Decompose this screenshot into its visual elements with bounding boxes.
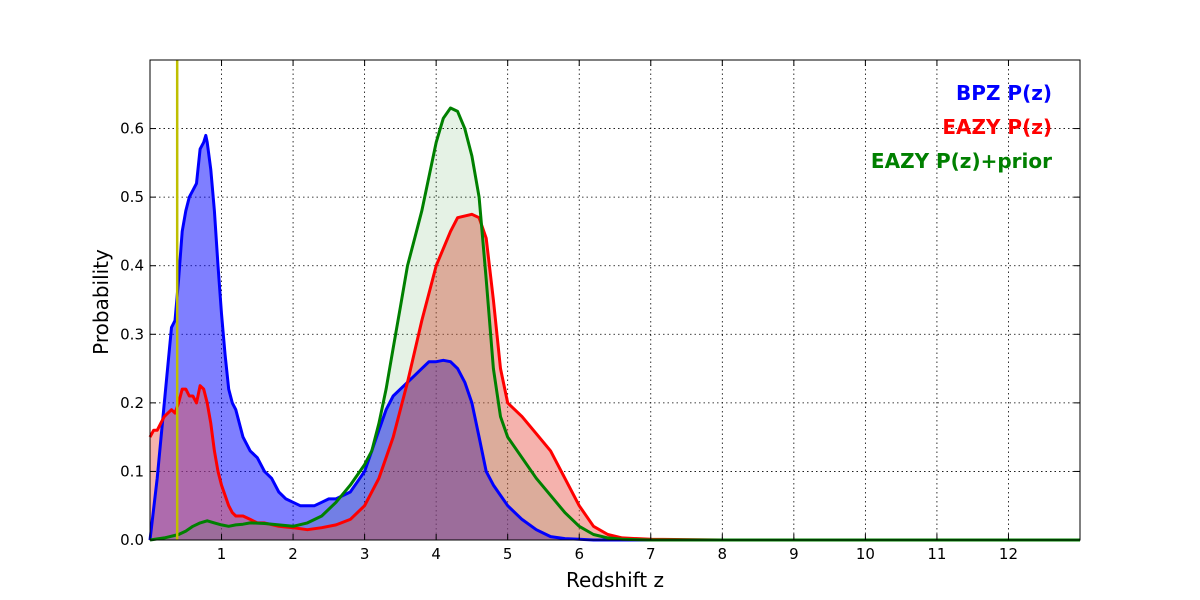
x-tick-label: 7 (646, 545, 656, 563)
y-tick-label: 0.2 (120, 394, 144, 412)
y-tick-label: 0.6 (120, 120, 144, 138)
plot-background (150, 60, 1080, 540)
y-tick-label: 0.3 (120, 325, 144, 343)
legend-entry-0: BPZ P(z) (956, 81, 1052, 105)
y-tick-label: 0.1 (120, 462, 144, 480)
x-tick-label: 6 (574, 545, 584, 563)
grid (150, 60, 1080, 540)
x-tick-label: 9 (789, 545, 799, 563)
legend-entry-2: EAZY P(z)+prior (871, 149, 1052, 173)
x-tick-label: 5 (503, 545, 513, 563)
x-tick-label: 11 (927, 545, 946, 563)
series-fill-0 (150, 135, 1080, 540)
x-tick-label: 1 (217, 545, 227, 563)
x-tick-label: 8 (718, 545, 728, 563)
series-fills (150, 108, 1080, 541)
x-axis-title: Redshift z (566, 568, 664, 592)
plot-area (150, 60, 1080, 540)
y-axis-title: Probability (89, 249, 113, 355)
series-fill-2 (150, 108, 1080, 540)
x-tick-label: 10 (856, 545, 875, 563)
axes-border (149, 59, 1081, 541)
series-line-0 (148, 133, 1080, 542)
axes-frame (149, 59, 1081, 541)
y-tick-label: 0.5 (120, 188, 144, 206)
series-lines (148, 106, 1080, 542)
series-line-2 (149, 106, 1080, 542)
x-tick-label: 12 (999, 545, 1018, 563)
legend: BPZ P(z) EAZY P(z) EAZY P(z)+prior (871, 81, 1052, 173)
ticks: 1 2 3 4 5 6 7 8 9 10 11 120.00.10.20.30.40.50.6 (120, 60, 1080, 563)
y-tick-label: 0.4 (120, 257, 144, 275)
x-tick-label: 2 (288, 545, 298, 563)
x-tick-label: 3 (360, 545, 370, 563)
x-tick-label: 4 (431, 545, 441, 563)
legend-entry-1: EAZY P(z) (942, 115, 1052, 139)
y-tick-label: 0.0 (120, 531, 144, 549)
